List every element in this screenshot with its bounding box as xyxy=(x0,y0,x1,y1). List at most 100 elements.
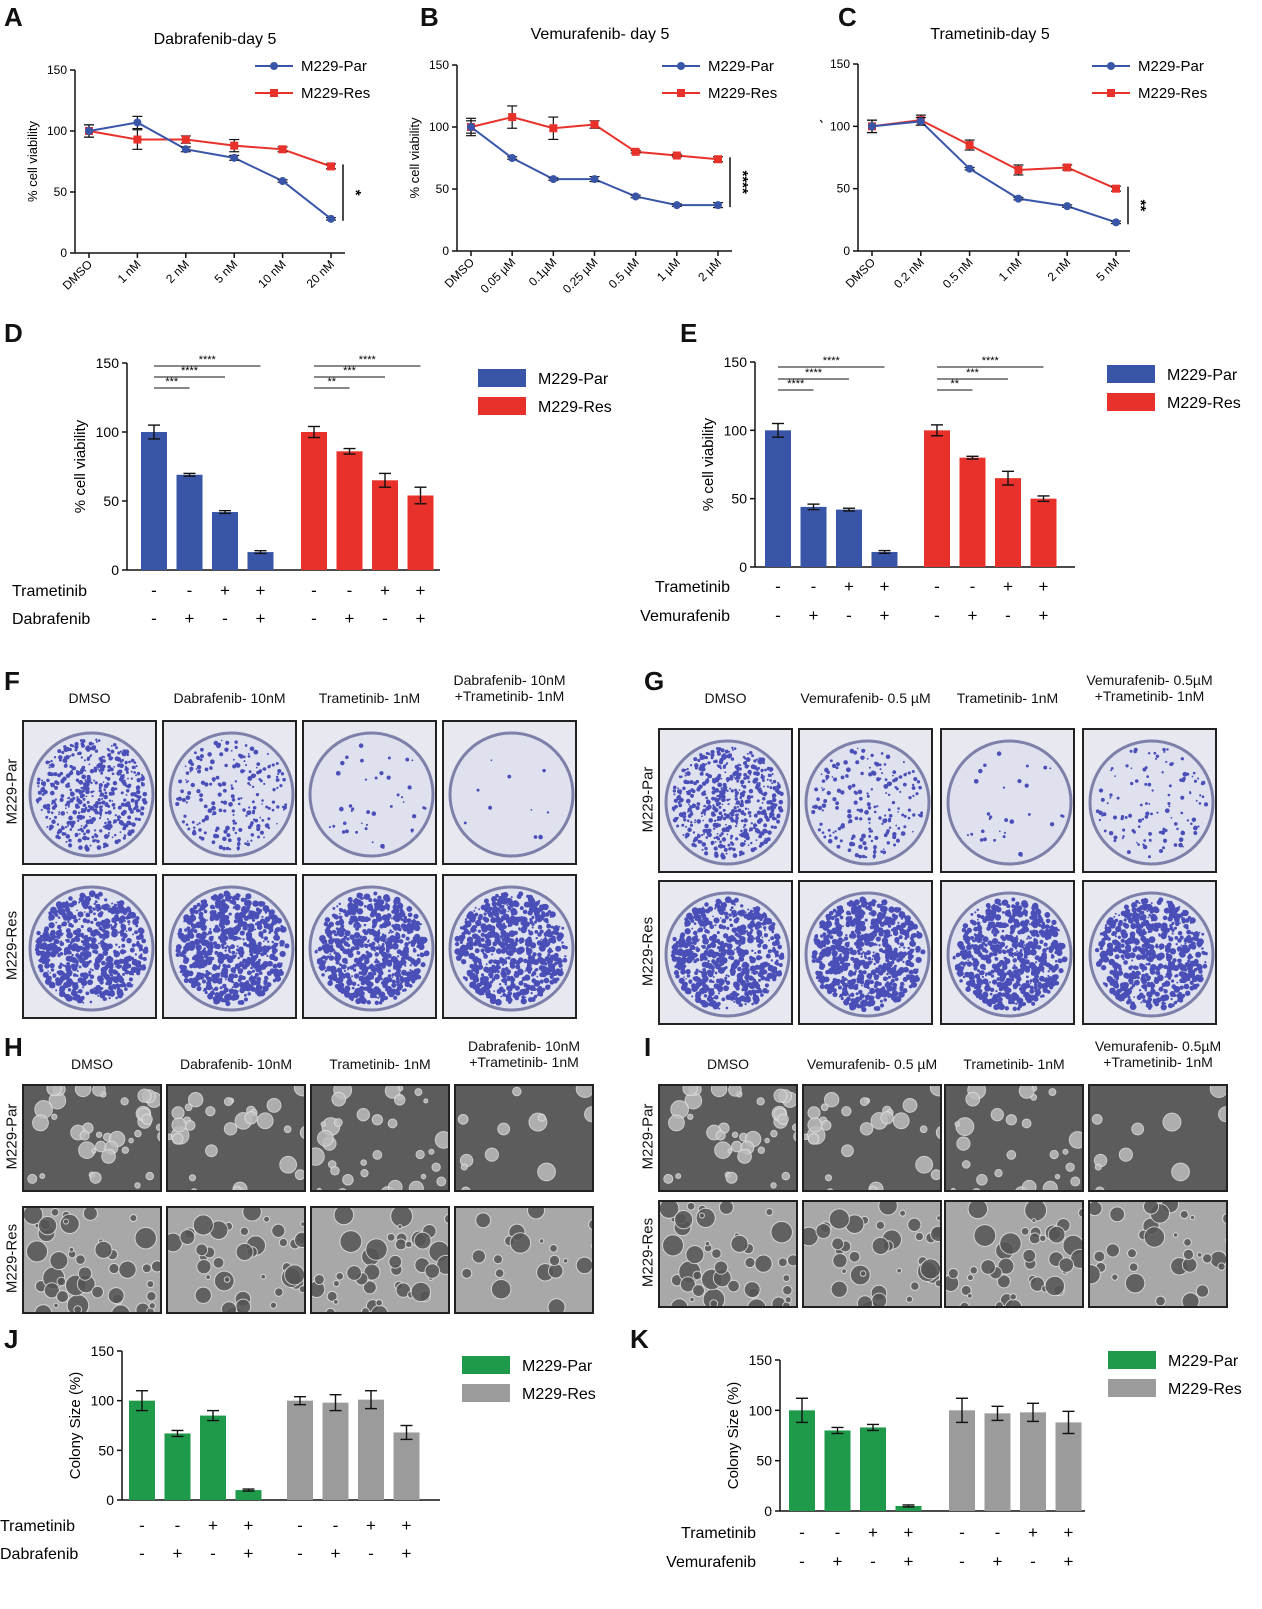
line-chart-vemurafenib: Vemurafenib- day 5 0 50 100 150 % cell viabil… xyxy=(407,26,777,296)
bar xyxy=(287,1400,313,1500)
y-tick-label: 100 xyxy=(47,124,67,138)
legend-swatch xyxy=(1108,1351,1156,1369)
micrograph xyxy=(310,1206,450,1314)
bar xyxy=(959,457,986,567)
row-label-inhibitor: Dabrafenib xyxy=(0,1546,78,1563)
x-tick-label: 20 nM xyxy=(304,257,337,290)
x-tick-label: 1 nM xyxy=(115,257,144,286)
trametinib-sign: + xyxy=(220,581,230,600)
y-tick-label: 50 xyxy=(837,182,851,196)
panel-letter-f: F xyxy=(4,666,20,696)
y-tick-label: 150 xyxy=(47,63,67,77)
legend-swatch xyxy=(478,397,526,415)
significance-label: **** xyxy=(199,354,217,366)
soft-agar-images-h: DMSO Dabrafenib- 10nM Trametinib- 1nM Dabra… xyxy=(0,1038,620,1316)
micrograph xyxy=(1088,1200,1228,1308)
data-point xyxy=(672,201,681,210)
data-point xyxy=(631,192,640,201)
column-label: Trametinib- 1nM xyxy=(318,690,421,706)
data-point xyxy=(965,164,974,173)
y-tick-label: 150 xyxy=(96,355,120,371)
panel-letter-e: E xyxy=(680,318,698,348)
micrograph xyxy=(22,1084,162,1192)
micrograph xyxy=(166,1084,306,1192)
x-tick-label: 2 µM xyxy=(695,255,724,284)
row-label: M229-Par xyxy=(639,766,657,832)
bar xyxy=(358,1399,384,1500)
bar xyxy=(789,1410,815,1511)
colony-plate xyxy=(658,728,793,873)
row-label: M229-Res xyxy=(3,1223,21,1294)
bar xyxy=(1030,498,1057,567)
legend-label: M229-Par xyxy=(522,1358,593,1375)
y-tick-label: 100 xyxy=(429,120,449,134)
data-point xyxy=(85,127,93,135)
trametinib-sign: - xyxy=(775,577,781,596)
legend-label: M229-Res xyxy=(1138,85,1207,102)
y-tick-label: 0 xyxy=(60,246,67,260)
trametinib-sign: - xyxy=(297,1516,303,1535)
inhibitor-sign: - xyxy=(151,609,157,628)
colony-plate xyxy=(22,874,157,1019)
data-point xyxy=(590,120,599,129)
colony-plate xyxy=(302,874,437,1019)
inhibitor-sign: - xyxy=(382,609,388,628)
inhibitor-sign: + xyxy=(256,609,266,628)
colony-plate xyxy=(798,728,933,873)
data-point xyxy=(965,141,974,150)
data-point xyxy=(916,117,925,126)
data-point xyxy=(133,118,142,127)
panel-letter-i: I xyxy=(644,1032,652,1062)
trametinib-sign: + xyxy=(1039,577,1049,596)
y-axis-label: % cell viability xyxy=(407,117,422,198)
bar xyxy=(176,474,203,570)
legend-swatch xyxy=(462,1384,510,1402)
column-label: Vemurafenib- 0.5µM xyxy=(1086,672,1213,688)
series-line xyxy=(88,130,332,168)
column-label: Vemurafenib- 0.5µM xyxy=(1094,1038,1222,1054)
column-label: Vemurafenib- 0.5 µM xyxy=(806,1056,938,1072)
data-point xyxy=(278,145,287,154)
row-label: M229-Par xyxy=(3,758,21,824)
chart-title: Trametinib-day 5 xyxy=(930,26,1050,43)
bar xyxy=(407,495,434,570)
micrograph xyxy=(802,1084,942,1192)
x-tick-label: DMSO xyxy=(442,255,477,290)
legend-label: M229-Res xyxy=(708,85,777,102)
legend-swatch xyxy=(1108,1379,1156,1397)
legend-marker xyxy=(1107,89,1115,97)
significance-label: **** xyxy=(805,367,823,379)
significance-label: **** xyxy=(982,355,1000,367)
bar-chart-k: 0 50 100 150 Colony Size (%) - - - + + - + + - - - + + - + +… xyxy=(666,1351,1242,1571)
trametinib-sign: - xyxy=(347,581,353,600)
colony-plate xyxy=(302,720,437,865)
y-tick-label: 150 xyxy=(749,1352,773,1368)
trametinib-sign: - xyxy=(333,1516,339,1535)
column-label: DMSO xyxy=(707,1056,749,1072)
data-point xyxy=(230,153,239,162)
trametinib-sign: + xyxy=(1003,577,1013,596)
panel-letter-b: B xyxy=(420,2,439,32)
colony-plate xyxy=(162,720,297,865)
column-label: DMSO xyxy=(704,690,747,706)
data-point xyxy=(181,135,190,144)
legend-label: M229-Par xyxy=(708,58,774,75)
chart-title: Dabrafenib-day 5 xyxy=(154,31,277,48)
bar xyxy=(1020,1412,1046,1511)
legend-label: M229-Par xyxy=(1167,367,1238,384)
trametinib-sign: - xyxy=(311,581,317,600)
inhibitor-sign: - xyxy=(846,606,852,625)
y-tick-label: 50 xyxy=(54,185,68,199)
bar xyxy=(372,480,398,570)
series-line xyxy=(88,121,332,220)
line-chart-dabrafenib: Dabrafenib-day 5 0 50 100 150 % cell viabilit… xyxy=(25,31,370,293)
trametinib-sign: - xyxy=(811,577,817,596)
panel-letter-j: J xyxy=(4,1324,19,1354)
column-label: +Trametinib- 1nM xyxy=(1103,1054,1213,1070)
y-tick-label: 100 xyxy=(724,422,748,438)
column-label: +Trametinib- 1nM xyxy=(1094,688,1205,704)
inhibitor-sign: - xyxy=(799,1552,805,1571)
micrograph xyxy=(944,1084,1084,1192)
column-label: Dabrafenib- 10nM xyxy=(453,672,566,688)
